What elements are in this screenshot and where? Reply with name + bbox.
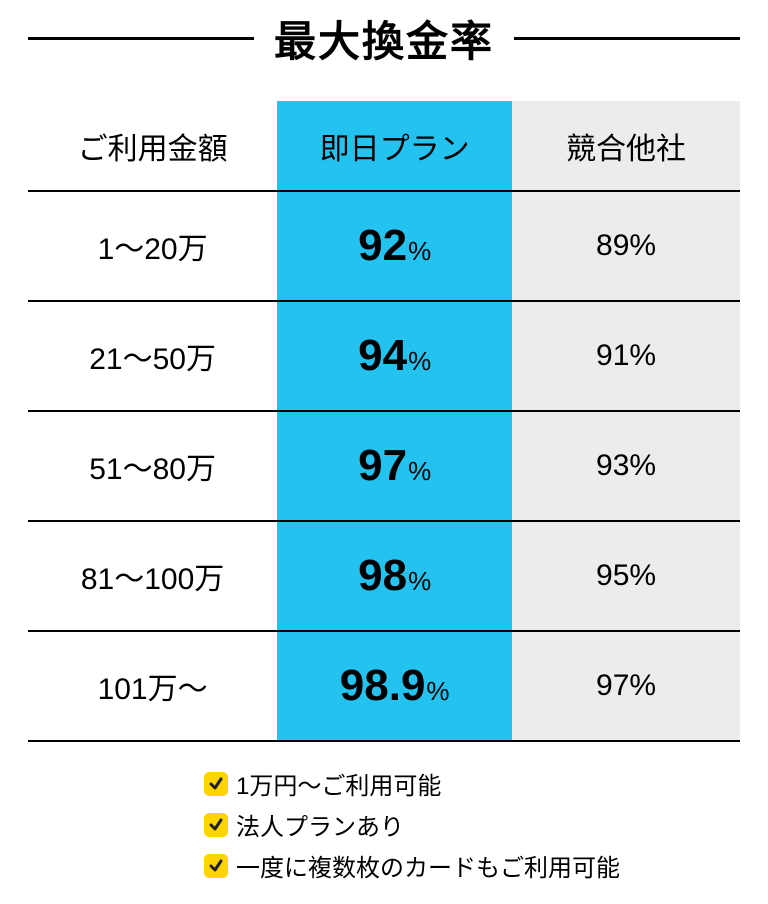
cell-plan: 94% xyxy=(277,301,512,411)
feature-text: 法人プランあり xyxy=(236,807,404,842)
title-rule-left xyxy=(28,37,254,40)
col-header-plan: 即日プラン xyxy=(277,101,512,191)
plan-pct: % xyxy=(426,676,449,706)
feature-text: 1万円〜ご利用可能 xyxy=(236,766,441,801)
feature-item: 1万円〜ご利用可能 xyxy=(204,766,740,801)
cell-competitor: 91% xyxy=(512,301,740,411)
plan-value: 94 xyxy=(358,331,407,380)
plan-pct: % xyxy=(408,346,431,376)
col-header-amount: ご利用金額 xyxy=(28,101,277,191)
table-row: 1〜20万 92% 89% xyxy=(28,191,740,301)
rate-table: ご利用金額 即日プラン 競合他社 1〜20万 92% 89% 21〜50万 94… xyxy=(28,101,740,742)
feature-item: 一度に複数枚のカードもご利用可能 xyxy=(204,848,740,883)
feature-text: 一度に複数枚のカードもご利用可能 xyxy=(236,848,620,883)
check-icon xyxy=(204,854,228,878)
plan-pct: % xyxy=(408,236,431,266)
plan-value: 97 xyxy=(358,441,407,490)
cell-plan: 98% xyxy=(277,521,512,631)
cell-competitor: 93% xyxy=(512,411,740,521)
table-row: 101万〜 98.9% 97% xyxy=(28,631,740,741)
plan-pct: % xyxy=(408,456,431,486)
check-icon xyxy=(204,772,228,796)
table-row: 51〜80万 97% 93% xyxy=(28,411,740,521)
cell-competitor: 89% xyxy=(512,191,740,301)
cell-amount: 1〜20万 xyxy=(28,191,277,301)
plan-value: 92 xyxy=(358,221,407,270)
cell-plan: 92% xyxy=(277,191,512,301)
cell-amount: 101万〜 xyxy=(28,631,277,741)
cell-competitor: 95% xyxy=(512,521,740,631)
cell-plan: 97% xyxy=(277,411,512,521)
feature-list: 1万円〜ご利用可能 法人プランあり 一度に複数枚のカードもご利用可能 xyxy=(28,766,740,883)
table-body: 1〜20万 92% 89% 21〜50万 94% 91% 51〜80万 97% … xyxy=(28,191,740,741)
col-header-competitor: 競合他社 xyxy=(512,101,740,191)
page-title: 最大換金率 xyxy=(254,8,514,69)
cell-amount: 81〜100万 xyxy=(28,521,277,631)
plan-pct: % xyxy=(408,566,431,596)
table-header-row: ご利用金額 即日プラン 競合他社 xyxy=(28,101,740,191)
table-row: 21〜50万 94% 91% xyxy=(28,301,740,411)
cell-amount: 21〜50万 xyxy=(28,301,277,411)
table-row: 81〜100万 98% 95% xyxy=(28,521,740,631)
cell-plan: 98.9% xyxy=(277,631,512,741)
feature-item: 法人プランあり xyxy=(204,807,740,842)
cell-amount: 51〜80万 xyxy=(28,411,277,521)
plan-value: 98 xyxy=(358,551,407,600)
title-rule-right xyxy=(514,37,740,40)
title-bar: 最大換金率 xyxy=(28,8,740,69)
plan-value: 98.9 xyxy=(340,661,426,710)
cell-competitor: 97% xyxy=(512,631,740,741)
check-icon xyxy=(204,813,228,837)
